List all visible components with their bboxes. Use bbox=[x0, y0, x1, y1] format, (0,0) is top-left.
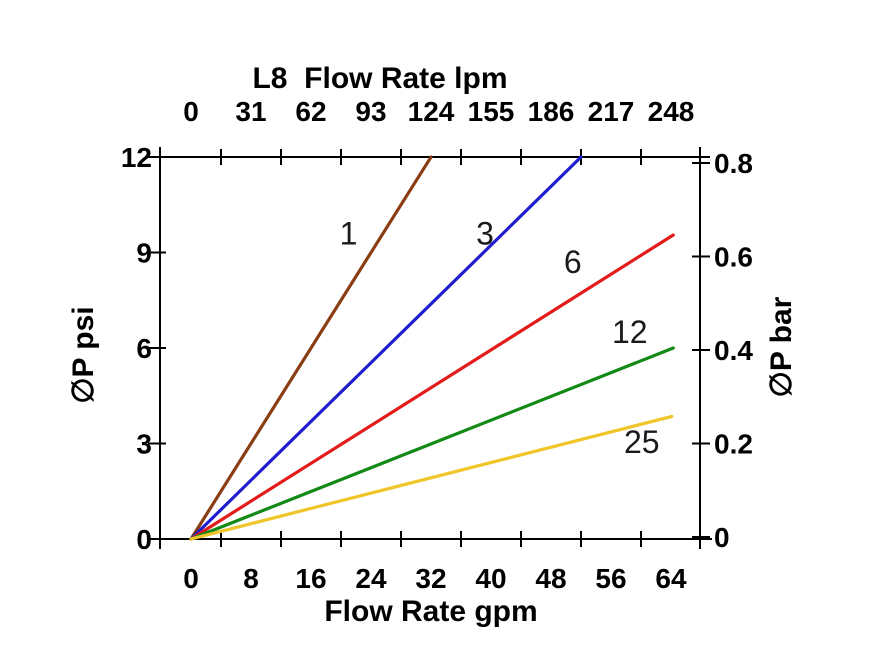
series-label-6: 6 bbox=[564, 244, 582, 280]
right-axis-tick-label: 0 bbox=[714, 522, 730, 553]
right-axis-tick-label: 0.4 bbox=[714, 335, 753, 366]
series-line-25 bbox=[189, 414, 674, 541]
top-axis-tick-label: 124 bbox=[408, 96, 455, 127]
left-axis-tick-label: 6 bbox=[136, 333, 152, 364]
series-line-6 bbox=[189, 233, 675, 541]
series-line-3 bbox=[189, 155, 583, 541]
bottom-axis-tick-label: 56 bbox=[595, 563, 626, 594]
top-axis-tick-label: 248 bbox=[648, 96, 695, 127]
bottom-axis-title: Flow Rate gpm bbox=[324, 595, 537, 628]
right-axis-tick-label: 0.8 bbox=[714, 148, 753, 179]
left-axis-tick-label: 12 bbox=[121, 142, 152, 173]
top-axis-title: L8 Flow Rate lpm bbox=[252, 62, 507, 95]
right-axis-title: ∅P bar bbox=[765, 296, 798, 397]
top-axis-tick-label: 217 bbox=[588, 96, 635, 127]
bottom-axis-tick-label: 48 bbox=[535, 563, 566, 594]
bottom-axis-tick-label: 40 bbox=[475, 563, 506, 594]
top-axis-tick-label: 155 bbox=[468, 96, 515, 127]
right-axis-tick-label: 0.6 bbox=[714, 242, 753, 273]
top-axis-tick-label: 62 bbox=[295, 96, 326, 127]
series-line-1 bbox=[189, 155, 433, 541]
left-axis-title: ∅P psi bbox=[67, 306, 100, 403]
left-axis-tick-label: 0 bbox=[136, 524, 152, 555]
right-axis-tick-label: 0.2 bbox=[714, 429, 753, 460]
bottom-axis-tick-label: 16 bbox=[295, 563, 326, 594]
top-axis-tick-label: 186 bbox=[528, 96, 575, 127]
top-axis-tick-label: 0 bbox=[183, 96, 199, 127]
series-label-3: 3 bbox=[476, 215, 494, 251]
top-axis-tick-label: 31 bbox=[235, 96, 266, 127]
series-line-12 bbox=[189, 346, 675, 541]
left-axis-tick-label: 9 bbox=[136, 238, 152, 269]
bottom-axis-tick-label: 0 bbox=[183, 563, 199, 594]
top-axis-tick-label: 93 bbox=[355, 96, 386, 127]
left-axis-tick-label: 3 bbox=[136, 429, 152, 460]
bottom-axis-tick-label: 64 bbox=[655, 563, 687, 594]
bottom-axis-tick-label: 32 bbox=[415, 563, 446, 594]
bottom-axis-tick-label: 8 bbox=[243, 563, 259, 594]
series-label-1: 1 bbox=[340, 215, 358, 251]
series-label-25: 25 bbox=[624, 424, 660, 460]
series-label-12: 12 bbox=[612, 314, 648, 350]
bottom-axis-tick-label: 24 bbox=[355, 563, 387, 594]
